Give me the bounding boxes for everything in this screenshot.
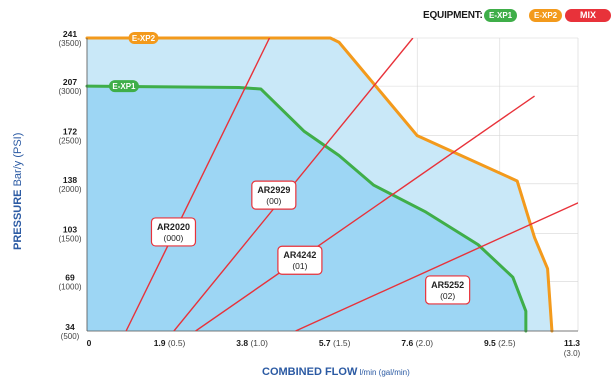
y-axis-label: PRESSURE Bar/y (PSI) <box>12 133 24 250</box>
legend-title: EQUIPMENT: <box>423 10 483 21</box>
mix-box-ar2929 <box>251 180 297 210</box>
mix-box-ar4242 <box>277 245 323 275</box>
mix-box-ar2020 <box>150 217 197 247</box>
legend-item-e-xp1: E-XP1 <box>484 9 518 22</box>
x-tick-label: 5.7 (1.5) <box>319 338 351 348</box>
area-e-xp1 <box>87 86 526 331</box>
series-tag-e-xp2 <box>128 32 159 44</box>
y-tick-sublabel: (1500) <box>58 234 81 243</box>
x-tick-label: 11.3 <box>564 338 580 348</box>
y-tick-label: 103 <box>63 224 77 234</box>
x-tick-label: 3.8 (1.0) <box>236 338 268 348</box>
y-tick-sublabel: (3500) <box>58 39 81 48</box>
y-tick-label: 69 <box>65 272 75 282</box>
x-tick-label: 7.6 (2.0) <box>401 338 433 348</box>
y-tick-sublabel: (3000) <box>58 87 81 96</box>
y-tick-label: 172 <box>63 127 77 137</box>
x-tick-label: 1.9 (0.5) <box>154 338 186 348</box>
mix-line-ar5252 <box>295 202 578 331</box>
x-tick-sub: (1.5) <box>333 338 351 348</box>
mix-code-ar2929: (00) <box>266 196 281 206</box>
x-tick-main: 5.7 <box>319 338 333 348</box>
legend-item-e-xp2: E-XP2 <box>529 9 563 22</box>
x-axis-label-unit: l/min (gal/min) <box>357 368 410 377</box>
x-tick-sub: (1.0) <box>250 338 268 348</box>
mix-code-ar4242: (01) <box>292 261 307 271</box>
x-tick-main: 9.5 <box>484 338 498 348</box>
y-tick-sublabel: (500) <box>61 332 80 341</box>
x-tick-sublabel: (3.0) <box>564 349 581 358</box>
y-tick-sublabel: (2500) <box>58 137 81 146</box>
y-axis-label-unit: Bar/y (PSI) <box>12 132 24 190</box>
y-tick-label: 34 <box>65 322 75 332</box>
mix-label-ar4242: AR4242 <box>283 250 316 260</box>
x-tick-sub: (2.0) <box>416 338 434 348</box>
x-tick-label: 0 <box>87 338 92 348</box>
series-tag-label-e-xp2: E-XP2 <box>132 34 156 43</box>
x-tick-sub: (2.5) <box>498 338 516 348</box>
x-tick-main: 7.6 <box>401 338 415 348</box>
y-axis-label-bold: PRESSURE <box>12 189 24 250</box>
y-tick-sublabel: (2000) <box>58 185 81 194</box>
mix-line-ar4242 <box>195 95 535 331</box>
mix-line-ar2020 <box>125 38 271 331</box>
y-tick-sublabel: (1000) <box>58 282 81 291</box>
x-axis-label: COMBINED FLOW l/min (gal/min) <box>262 366 410 378</box>
y-tick-label: 241 <box>63 29 77 39</box>
mix-label-ar2020: AR2020 <box>157 222 190 232</box>
x-tick-sub: (0.5) <box>168 338 186 348</box>
legend-mix-chambers: MIX CHAMBERS <box>565 9 611 33</box>
x-tick-main: 3.8 <box>236 338 250 348</box>
y-tick-label: 138 <box>63 175 77 185</box>
mix-label-ar2929: AR2929 <box>257 185 290 195</box>
y-tick-label: 207 <box>63 77 77 87</box>
curve-e-xp2 <box>85 36 554 333</box>
curve-e-xp1 <box>85 84 528 333</box>
mix-box-ar5252 <box>425 275 471 305</box>
x-tick-main: 1.9 <box>154 338 168 348</box>
series-tag-e-xp1 <box>108 80 139 93</box>
series-tag-label-e-xp1: E-XP1 <box>112 82 136 91</box>
x-axis-label-bold: COMBINED FLOW <box>262 366 358 378</box>
mix-code-ar2020: (000) <box>164 233 184 243</box>
x-tick-label: 9.5 (2.5) <box>484 338 516 348</box>
mix-code-ar5252: (02) <box>440 291 455 301</box>
mix-chamber-lines <box>125 38 578 331</box>
mix-label-ar5252: AR5252 <box>431 280 464 290</box>
